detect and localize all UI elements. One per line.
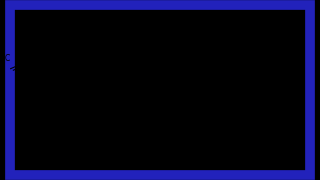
- Text: O: O: [177, 85, 183, 94]
- Text: C: C: [180, 68, 185, 77]
- Text: H$_3$C: H$_3$C: [73, 50, 90, 62]
- Text: H: H: [57, 55, 63, 64]
- Polygon shape: [104, 64, 113, 77]
- Text: O: O: [69, 85, 76, 94]
- Text: NH$_2$: NH$_2$: [192, 56, 208, 68]
- Text: O: O: [157, 81, 163, 90]
- Text: OH: OH: [115, 81, 127, 90]
- Text: OH: OH: [84, 111, 95, 120]
- Text: OH: OH: [145, 84, 156, 93]
- Polygon shape: [30, 66, 45, 79]
- Text: H$_3$C: H$_3$C: [0, 53, 12, 65]
- Text: CH$_3$: CH$_3$: [127, 50, 144, 62]
- Text: OH: OH: [153, 53, 164, 62]
- Text: OH: OH: [44, 57, 56, 66]
- Text: N: N: [106, 53, 111, 62]
